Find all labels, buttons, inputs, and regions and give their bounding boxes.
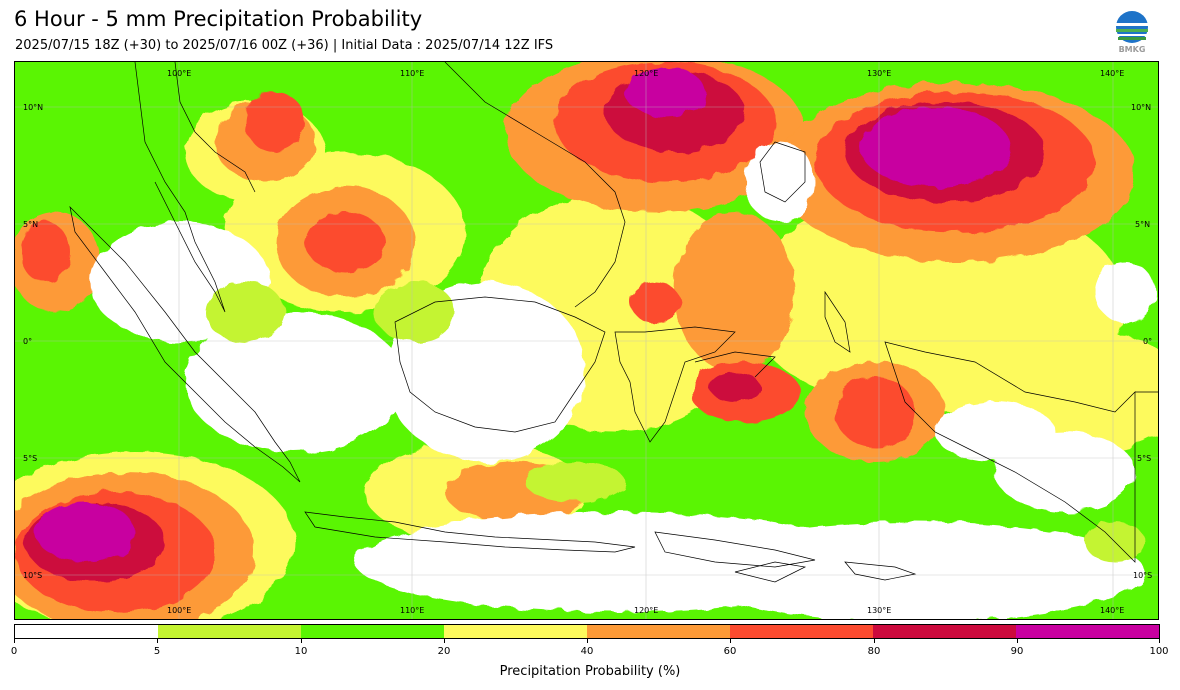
colorbar-tick-label: 10 [294,646,308,657]
lon-label: 140°E [1100,69,1124,78]
colorbar-segment [587,625,730,638]
colorbar-title: Precipitation Probability (%) [499,664,681,679]
lon-label: 130°E [867,69,891,78]
lon-label: 100°E [167,606,191,615]
probability-field [15,62,1158,619]
logo-text: BMKG [1119,45,1146,54]
lon-label: 120°E [634,69,658,78]
colorbar-tick [14,639,15,643]
colorbar-tick-label: 100 [1149,646,1169,657]
colorbar-tick-label: 90 [1010,646,1024,657]
lat-label: 5°N [1135,220,1150,229]
lat-label: 0° [1143,337,1152,346]
lat-label: 0° [23,337,32,346]
lon-label: 140°E [1100,606,1124,615]
lat-label: 5°N [23,220,38,229]
precipitation-map: 100°E 110°E 120°E 130°E 140°E 100°E 110°… [14,61,1159,620]
lon-label: 120°E [634,606,658,615]
lat-label: 5°S [23,454,37,463]
colorbar-segment [1016,625,1159,638]
colorbar-tick [157,639,158,643]
colorbar-ticks: 0 5 10 20 40 60 80 90 100 [10,639,1169,659]
colorbar-tick [587,639,588,643]
colorbar-tick-label: 80 [867,646,881,657]
colorbar-segment [444,625,587,638]
colorbar-tick-label: 0 [10,646,18,657]
lat-labels-right: 10°N 5°N 0° 5°S 10°S [1131,103,1152,580]
colorbar-segment [15,625,158,638]
lon-labels-top: 100°E 110°E 120°E 130°E 140°E [167,69,1124,78]
lon-label: 100°E [167,69,191,78]
lat-label: 10°N [23,103,43,112]
lat-label: 10°S [23,571,42,580]
colorbar-segment [158,625,301,638]
colorbar-tick [301,639,302,643]
colorbar-tick-label: 40 [580,646,594,657]
lat-labels-left: 10°N 5°N 0° 5°S 10°S [23,103,43,580]
colorbar-tick [730,639,731,643]
colorbar-tick [444,639,445,643]
bmkg-logo-icon: BMKG [1112,10,1152,54]
colorbar-segment [730,625,873,638]
colorbar-tick-label: 20 [437,646,451,657]
colorbar-segment [301,625,444,638]
colorbar [14,624,1160,639]
lat-label: 10°S [1133,571,1152,580]
lat-label: 5°S [1137,454,1151,463]
lat-label: 10°N [1131,103,1151,112]
colorbar-segment [873,625,1016,638]
lon-labels-bottom: 100°E 110°E 120°E 130°E 140°E [167,606,1124,615]
forecast-period-subtitle: 2025/07/15 18Z (+30) to 2025/07/16 00Z (… [15,38,554,53]
colorbar-tick [874,639,875,643]
colorbar-tick [1159,639,1160,643]
page-title: 6 Hour - 5 mm Precipitation Probability [14,7,423,31]
lon-label: 110°E [400,69,424,78]
graticule [15,62,1158,619]
colorbar-tick-label: 5 [153,646,161,657]
colorbar-tick-label: 60 [723,646,737,657]
lon-label: 130°E [867,606,891,615]
coastlines [69,62,1158,583]
colorbar-tick [1017,639,1018,643]
lon-label: 110°E [400,606,424,615]
